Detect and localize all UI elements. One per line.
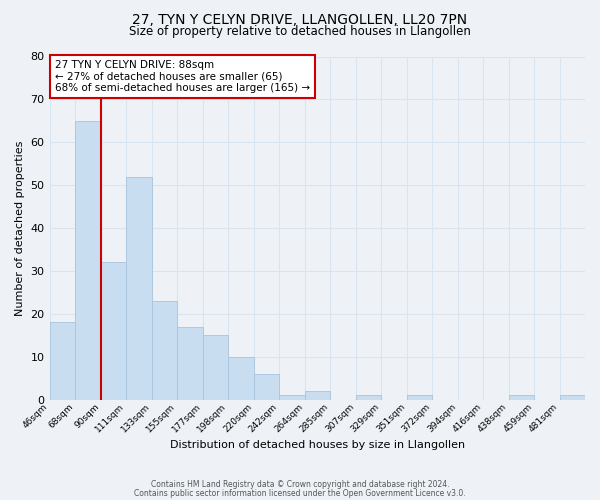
Text: Size of property relative to detached houses in Llangollen: Size of property relative to detached ho… — [129, 25, 471, 38]
Y-axis label: Number of detached properties: Number of detached properties — [15, 140, 25, 316]
Bar — [228, 356, 254, 400]
Bar — [356, 396, 381, 400]
Bar — [407, 396, 432, 400]
X-axis label: Distribution of detached houses by size in Llangollen: Distribution of detached houses by size … — [170, 440, 465, 450]
Bar — [279, 396, 305, 400]
Text: 27, TYN Y CELYN DRIVE, LLANGOLLEN, LL20 7PN: 27, TYN Y CELYN DRIVE, LLANGOLLEN, LL20 … — [133, 12, 467, 26]
Text: 27 TYN Y CELYN DRIVE: 88sqm
← 27% of detached houses are smaller (65)
68% of sem: 27 TYN Y CELYN DRIVE: 88sqm ← 27% of det… — [55, 60, 310, 93]
Bar — [177, 326, 203, 400]
Text: Contains HM Land Registry data © Crown copyright and database right 2024.: Contains HM Land Registry data © Crown c… — [151, 480, 449, 489]
Bar — [126, 176, 152, 400]
Bar — [152, 301, 177, 400]
Bar — [203, 336, 228, 400]
Bar — [75, 121, 101, 400]
Text: Contains public sector information licensed under the Open Government Licence v3: Contains public sector information licen… — [134, 488, 466, 498]
Bar — [509, 396, 534, 400]
Bar — [254, 374, 279, 400]
Bar — [50, 322, 75, 400]
Bar — [560, 396, 585, 400]
Bar — [305, 391, 330, 400]
Bar — [101, 262, 126, 400]
